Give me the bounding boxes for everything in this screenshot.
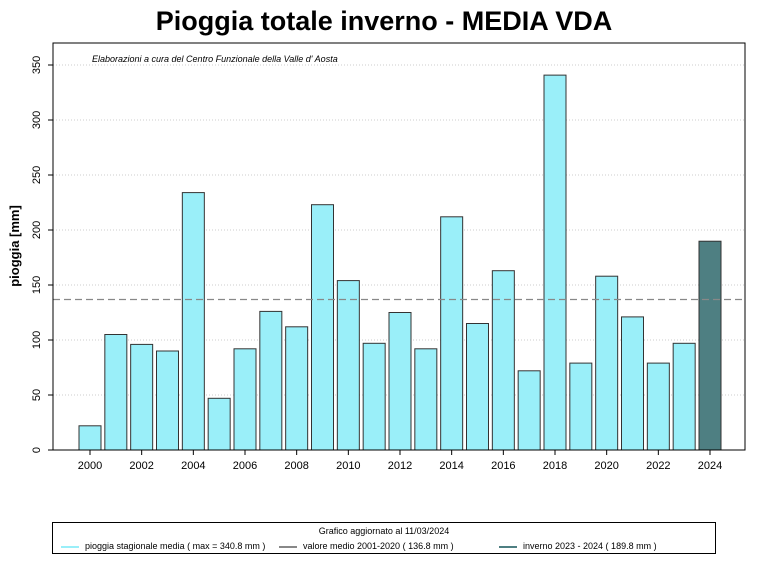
legend-label-current-winter: inverno 2023 - 2024 ( 189.8 mm ) [523, 541, 657, 551]
bar-2006 [233, 348, 257, 451]
y-tick-label-150: 150 [31, 276, 43, 294]
bar-2012 [388, 312, 412, 451]
chart-subtitle: Elaborazioni a cura del Centro Funzional… [92, 54, 338, 64]
x-tick-label-2008: 2008 [284, 460, 308, 472]
y-axis-label: pioggia [mm] [7, 205, 22, 287]
chart-title: Pioggia totale inverno - MEDIA VDA [155, 6, 613, 36]
bar-2004 [181, 192, 205, 451]
legend-swatch-mean-value [279, 546, 297, 548]
bar-2005 [207, 397, 231, 451]
y-tick-label-0: 0 [31, 447, 43, 453]
x-tick-label-2010: 2010 [336, 460, 360, 472]
bar-2011 [362, 342, 386, 451]
y-tick-label-300: 300 [31, 111, 43, 129]
y-tick-label-350: 350 [31, 56, 43, 74]
x-tick-label-2006: 2006 [233, 460, 257, 472]
bar-2022 [646, 362, 670, 451]
y-tick-label-200: 200 [31, 221, 43, 239]
bar-chart: 0 50 100 150 200 250 300 350 2000 2002 2004 2006 200… [7, 42, 746, 472]
bars [78, 74, 722, 451]
bar-2014 [440, 216, 464, 451]
bar-2018 [543, 74, 567, 451]
x-tick-label-2024: 2024 [698, 460, 722, 472]
y-tick-label-50: 50 [31, 389, 43, 401]
bar-2007 [259, 310, 283, 451]
bar-2017 [517, 370, 541, 451]
x-tick-label-2012: 2012 [388, 460, 412, 472]
bar-2000 [78, 425, 102, 451]
x-tick-label-2020: 2020 [594, 460, 618, 472]
bar-2021 [621, 316, 644, 451]
x-tick-label-2002: 2002 [129, 460, 153, 472]
bar-2024 [698, 240, 722, 451]
x-tick-label-2000: 2000 [78, 460, 102, 472]
y-tick-label-250: 250 [31, 166, 43, 184]
legend-swatch-seasonal-rain [61, 546, 79, 548]
bar-2010 [336, 280, 360, 451]
legend-title: Grafico aggiornato al 11/03/2024 [318, 526, 450, 536]
legend: Grafico aggiornato al 11/03/2024 pioggia… [52, 522, 716, 554]
plot-frame [52, 42, 746, 451]
x-tick-label-2022: 2022 [646, 460, 670, 472]
bar-2023 [672, 342, 696, 451]
bar-2015 [466, 323, 489, 451]
x-tick-label-2016: 2016 [491, 460, 515, 472]
bar-2008 [285, 326, 309, 451]
bar-2013 [414, 348, 438, 451]
bar-2009 [311, 204, 334, 451]
bar-2003 [156, 350, 179, 451]
bar-2016 [491, 270, 515, 451]
x-tick-label-2018: 2018 [543, 460, 567, 472]
legend-label-seasonal-rain: pioggia stagionale media ( max = 340.8 m… [85, 541, 266, 551]
axes: 0 50 100 150 200 250 300 350 2000 2002 2004 2006 200… [31, 42, 746, 472]
bar-2002 [130, 343, 154, 451]
legend-swatch-current-winter [499, 546, 517, 548]
x-tick-label-2014: 2014 [439, 460, 463, 472]
bar-2020 [595, 275, 619, 451]
x-tick-label-2004: 2004 [181, 460, 205, 472]
bar-2019 [569, 362, 593, 451]
y-tick-label-100: 100 [31, 331, 43, 349]
legend-label-mean-value: valore medio 2001-2020 ( 136.8 mm ) [303, 541, 454, 551]
bar-2001 [104, 334, 128, 451]
